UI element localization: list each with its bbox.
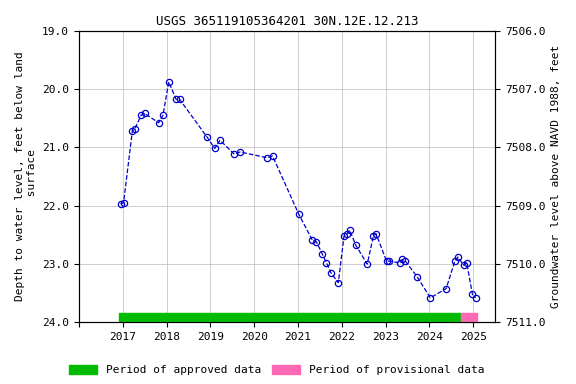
Y-axis label: Groundwater level above NAVD 1988, feet: Groundwater level above NAVD 1988, feet [551,45,561,308]
Y-axis label: Depth to water level, feet below land
 surface: Depth to water level, feet below land su… [15,51,37,301]
Bar [461,313,477,321]
Bar [119,313,461,321]
Legend: Period of approved data, Period of provisional data: Period of approved data, Period of provi… [66,362,487,379]
Title: USGS 365119105364201 30N.12E.12.213: USGS 365119105364201 30N.12E.12.213 [156,15,418,28]
